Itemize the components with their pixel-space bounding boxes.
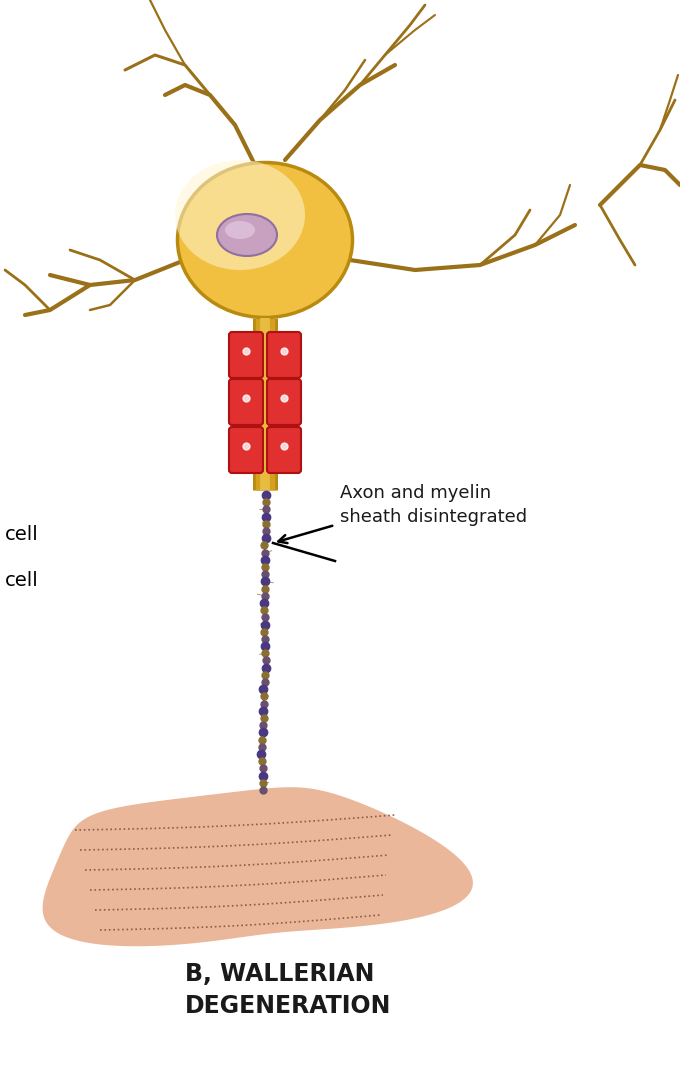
Ellipse shape <box>225 221 255 239</box>
FancyBboxPatch shape <box>229 427 263 473</box>
Text: cell: cell <box>5 525 39 545</box>
Ellipse shape <box>177 162 352 318</box>
Text: cell: cell <box>5 571 39 589</box>
Ellipse shape <box>175 160 305 270</box>
FancyBboxPatch shape <box>267 332 301 378</box>
Text: B, WALLERIAN
DEGENERATION: B, WALLERIAN DEGENERATION <box>185 962 392 1018</box>
FancyBboxPatch shape <box>267 427 301 473</box>
Text: Axon and myelin
sheath disintegrated: Axon and myelin sheath disintegrated <box>340 483 527 526</box>
Polygon shape <box>43 787 473 946</box>
FancyBboxPatch shape <box>267 379 301 425</box>
FancyBboxPatch shape <box>229 379 263 425</box>
Ellipse shape <box>217 214 277 256</box>
FancyBboxPatch shape <box>229 332 263 378</box>
